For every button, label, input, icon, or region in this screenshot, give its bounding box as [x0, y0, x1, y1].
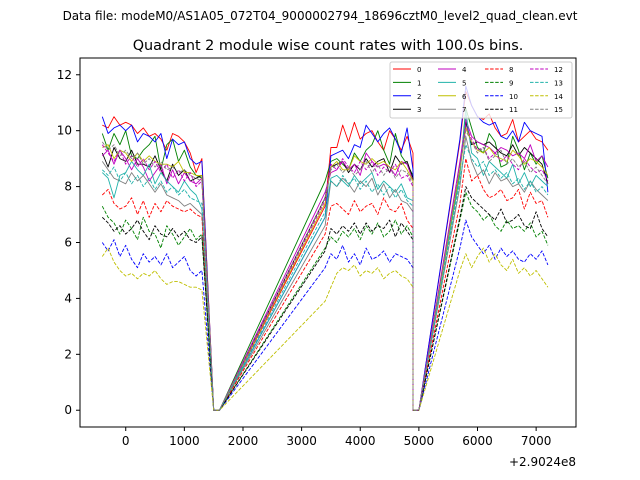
x-axis-offset-label: +2.9024e8 [509, 455, 576, 469]
series-line-13 [101, 144, 549, 411]
legend-label-0: 0 [417, 66, 421, 74]
x-tick-label: 2000 [228, 434, 259, 448]
series-line-8 [101, 158, 549, 411]
series-line-15 [101, 130, 549, 411]
x-tick-label: 1000 [169, 434, 200, 448]
legend-label-6: 6 [462, 93, 467, 101]
y-tick-label: 10 [57, 124, 72, 138]
legend-label-15: 15 [554, 106, 563, 114]
x-tick-label: 7000 [521, 434, 552, 448]
legend-label-7: 7 [462, 106, 466, 114]
series-line-9 [101, 191, 549, 411]
series-line-1 [101, 107, 549, 411]
legend-box [389, 61, 573, 119]
legend-label-3: 3 [417, 106, 421, 114]
x-tick-label: 6000 [462, 434, 493, 448]
legend-label-8: 8 [509, 66, 513, 74]
legend-label-9: 9 [509, 79, 513, 87]
series-line-11 [101, 186, 549, 411]
series-line-2 [101, 85, 549, 411]
legend-label-14: 14 [554, 93, 563, 101]
y-tick-label: 2 [64, 347, 72, 361]
y-tick-label: 6 [64, 236, 72, 250]
series-line-7 [101, 135, 549, 411]
legend-label-10: 10 [509, 93, 518, 101]
legend-label-1: 1 [417, 79, 421, 87]
series-line-14 [101, 247, 549, 411]
x-tick-label: 5000 [404, 434, 435, 448]
legend-label-4: 4 [462, 66, 467, 74]
x-tick-label: 3000 [286, 434, 317, 448]
legend-label-12: 12 [554, 66, 563, 74]
series-line-5 [101, 110, 549, 411]
y-tick-label: 4 [64, 291, 72, 305]
series-line-4 [101, 119, 549, 411]
series-line-6 [102, 127, 549, 411]
y-tick-label: 8 [64, 180, 72, 194]
plot-background [80, 58, 576, 427]
legend-label-11: 11 [509, 106, 518, 114]
y-tick-label: 0 [64, 403, 72, 417]
x-axis: 0 1000 2000 3000 4000 5000 6000 7000 [122, 427, 551, 448]
series-line-10 [101, 219, 549, 411]
y-axis: 0 2 4 6 8 10 12 [57, 68, 80, 417]
series-layer [101, 85, 549, 411]
y-tick-label: 12 [57, 68, 72, 82]
figure-suptitle: Data file: modeM0/AS1A05_072T04_90000027… [63, 9, 578, 23]
x-tick-label: 0 [122, 434, 130, 448]
chart-title: Quadrant 2 module wise count rates with … [133, 38, 524, 54]
x-tick-label: 4000 [345, 434, 376, 448]
legend-label-5: 5 [462, 79, 466, 87]
legend-label-2: 2 [417, 93, 421, 101]
legend-label-13: 13 [554, 79, 563, 87]
